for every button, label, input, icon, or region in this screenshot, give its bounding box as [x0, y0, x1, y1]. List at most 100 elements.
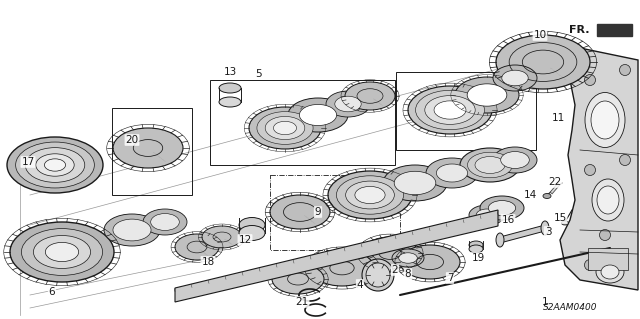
Text: 11: 11: [552, 113, 564, 123]
Ellipse shape: [249, 107, 321, 149]
Ellipse shape: [239, 218, 265, 233]
Bar: [588, 248, 628, 270]
Text: 2: 2: [392, 265, 398, 275]
Ellipse shape: [596, 261, 624, 283]
Ellipse shape: [434, 101, 466, 119]
Ellipse shape: [476, 209, 498, 221]
Ellipse shape: [143, 209, 187, 235]
Ellipse shape: [7, 137, 103, 193]
Ellipse shape: [10, 222, 114, 282]
Text: 14: 14: [524, 190, 536, 200]
Ellipse shape: [273, 121, 296, 135]
Text: 10: 10: [533, 30, 547, 40]
Text: 13: 13: [223, 67, 237, 77]
Polygon shape: [597, 24, 632, 36]
Text: FR.: FR.: [570, 25, 590, 35]
Ellipse shape: [601, 265, 619, 279]
Ellipse shape: [480, 196, 524, 220]
Text: 12: 12: [238, 235, 252, 245]
Ellipse shape: [488, 201, 516, 215]
Ellipse shape: [585, 93, 625, 147]
Ellipse shape: [383, 165, 447, 201]
Ellipse shape: [408, 86, 492, 134]
Ellipse shape: [15, 142, 94, 188]
Ellipse shape: [150, 213, 179, 230]
Ellipse shape: [366, 263, 390, 287]
Ellipse shape: [219, 83, 241, 93]
Ellipse shape: [113, 219, 151, 241]
Ellipse shape: [496, 35, 590, 89]
Text: 17: 17: [21, 157, 35, 167]
Circle shape: [620, 154, 630, 166]
Ellipse shape: [475, 157, 505, 174]
Ellipse shape: [239, 226, 265, 241]
Polygon shape: [560, 48, 638, 290]
Ellipse shape: [415, 90, 484, 130]
Text: 22: 22: [548, 177, 562, 187]
Polygon shape: [175, 210, 498, 302]
Ellipse shape: [257, 112, 313, 145]
Text: 19: 19: [472, 253, 484, 263]
Ellipse shape: [467, 84, 507, 106]
Ellipse shape: [345, 82, 395, 110]
Text: 3: 3: [545, 227, 551, 237]
Ellipse shape: [436, 164, 468, 182]
Ellipse shape: [469, 241, 483, 249]
Ellipse shape: [175, 234, 219, 260]
Ellipse shape: [300, 104, 337, 126]
Text: 9: 9: [315, 207, 321, 217]
Circle shape: [584, 165, 595, 175]
Ellipse shape: [45, 242, 79, 262]
Ellipse shape: [355, 186, 385, 204]
Circle shape: [584, 75, 595, 85]
Ellipse shape: [21, 229, 102, 275]
Text: S2AAM0400: S2AAM0400: [543, 303, 597, 313]
Text: 15: 15: [554, 213, 566, 223]
Text: 1: 1: [541, 297, 548, 307]
Ellipse shape: [44, 159, 65, 171]
Ellipse shape: [469, 205, 505, 225]
Ellipse shape: [265, 116, 305, 139]
Ellipse shape: [426, 158, 478, 188]
Ellipse shape: [310, 250, 374, 286]
Ellipse shape: [460, 148, 520, 182]
Polygon shape: [500, 225, 545, 243]
Ellipse shape: [493, 65, 537, 91]
Ellipse shape: [400, 245, 460, 279]
Ellipse shape: [394, 171, 436, 195]
Ellipse shape: [543, 194, 551, 198]
Ellipse shape: [500, 152, 529, 168]
Ellipse shape: [496, 233, 504, 247]
Ellipse shape: [597, 186, 619, 214]
Ellipse shape: [467, 152, 513, 178]
Ellipse shape: [104, 214, 160, 246]
Ellipse shape: [113, 128, 183, 168]
Text: 6: 6: [49, 287, 55, 297]
Text: 20: 20: [125, 135, 139, 145]
Ellipse shape: [392, 249, 424, 267]
Ellipse shape: [346, 181, 394, 209]
Ellipse shape: [288, 98, 348, 132]
Text: 4: 4: [356, 280, 364, 290]
Text: 21: 21: [296, 297, 308, 307]
Text: 7: 7: [447, 273, 453, 283]
Circle shape: [584, 259, 595, 271]
Ellipse shape: [425, 96, 475, 124]
Ellipse shape: [202, 226, 242, 248]
Ellipse shape: [469, 245, 483, 253]
Text: 18: 18: [202, 257, 214, 267]
Ellipse shape: [25, 148, 84, 182]
Ellipse shape: [270, 195, 330, 229]
Ellipse shape: [328, 171, 412, 219]
Ellipse shape: [362, 237, 418, 269]
Ellipse shape: [33, 235, 91, 269]
Ellipse shape: [455, 77, 519, 113]
Ellipse shape: [272, 264, 324, 294]
Ellipse shape: [337, 176, 404, 214]
Ellipse shape: [502, 70, 528, 86]
Circle shape: [600, 229, 611, 241]
Ellipse shape: [36, 154, 74, 176]
Ellipse shape: [399, 253, 417, 263]
Ellipse shape: [561, 221, 568, 225]
Text: 16: 16: [501, 215, 515, 225]
